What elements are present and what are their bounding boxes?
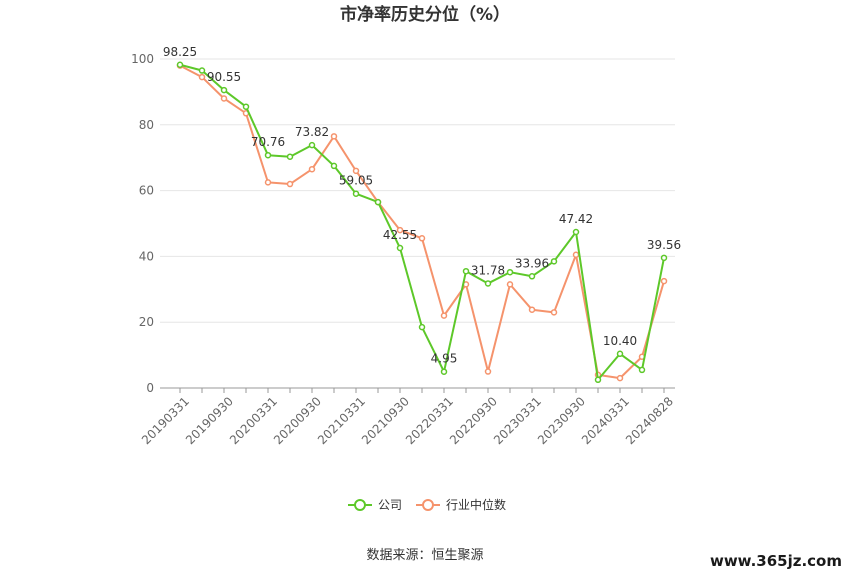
legend-swatch-marker — [422, 499, 434, 511]
legend[interactable]: 公司 行业中位数 — [348, 497, 506, 512]
source-text: 数据来源：恒生聚源 — [366, 548, 483, 563]
y-tick-label: 80 — [139, 118, 154, 132]
data-point — [572, 228, 580, 236]
y-tick-label: 100 — [131, 52, 154, 66]
data-label: 90.55 — [207, 70, 241, 84]
data-label: 39.56 — [647, 238, 681, 252]
data-label: 70.76 — [251, 135, 285, 149]
legend-label: 行业中位数 — [446, 497, 506, 512]
data-point — [286, 153, 294, 160]
data-point — [550, 309, 558, 316]
data-point — [638, 366, 646, 374]
data-point — [550, 258, 558, 265]
grid-lines — [160, 58, 675, 323]
data-point — [506, 281, 514, 288]
data-point — [374, 198, 382, 206]
legend-swatch-marker — [354, 499, 366, 511]
data-point — [572, 251, 580, 259]
data-point — [198, 67, 206, 74]
data-point — [616, 374, 624, 382]
x-axis: 2019033120190930202003312020093020210331… — [139, 387, 676, 447]
data-point — [660, 254, 668, 262]
data-point — [660, 277, 668, 285]
data-point — [264, 151, 272, 159]
data-point — [264, 179, 272, 186]
plot-area: 98.25 90.55 70.76 73.82 59.05 42.55 4.95 31.78 3… — [163, 45, 681, 384]
data-point — [528, 306, 536, 313]
data-point — [396, 226, 404, 234]
data-label: 33.96 — [515, 256, 549, 270]
data-point — [528, 273, 536, 280]
data-point — [242, 103, 250, 110]
data-label: 4.95 — [431, 352, 458, 366]
y-axis: 0 20 40 60 80 100 — [131, 52, 154, 395]
chart-title: 市净率历史分位（%） — [340, 4, 510, 25]
data-label: 47.42 — [559, 212, 593, 226]
x-tick-label: 20240828 — [623, 394, 676, 447]
data-point — [484, 368, 492, 375]
data-point — [308, 165, 316, 173]
data-point — [616, 350, 624, 358]
data-point — [330, 133, 338, 140]
data-point — [330, 162, 338, 170]
data-point — [286, 180, 294, 188]
data-label: 10.40 — [603, 334, 637, 348]
data-point — [176, 61, 184, 69]
data-point — [462, 267, 470, 275]
data-point — [440, 368, 448, 375]
y-tick-label: 60 — [139, 184, 154, 198]
y-tick-label: 40 — [139, 249, 154, 263]
data-point — [198, 73, 206, 81]
data-point — [440, 312, 448, 319]
y-tick-label: 20 — [139, 315, 154, 329]
data-label: 42.55 — [383, 228, 417, 242]
data-point — [484, 280, 492, 287]
data-point — [220, 86, 228, 94]
data-point — [506, 268, 514, 276]
data-label: 31.78 — [471, 263, 505, 277]
data-point — [418, 323, 426, 331]
data-point — [308, 141, 316, 149]
data-point — [418, 235, 426, 242]
data-point — [594, 376, 602, 384]
y-tick-label: 0 — [146, 381, 154, 395]
legend-label: 公司 — [378, 498, 402, 512]
data-label: 59.05 — [339, 174, 373, 188]
legend-item[interactable]: 公司 — [348, 498, 402, 512]
data-point — [396, 244, 404, 252]
data-point — [352, 167, 360, 175]
legend-item[interactable]: 行业中位数 — [416, 497, 506, 512]
data-label: 73.82 — [295, 125, 329, 139]
data-label: 98.25 — [163, 45, 197, 59]
data-point — [220, 95, 228, 102]
watermark: www.365jz.com — [710, 552, 842, 570]
data-point — [352, 190, 360, 197]
